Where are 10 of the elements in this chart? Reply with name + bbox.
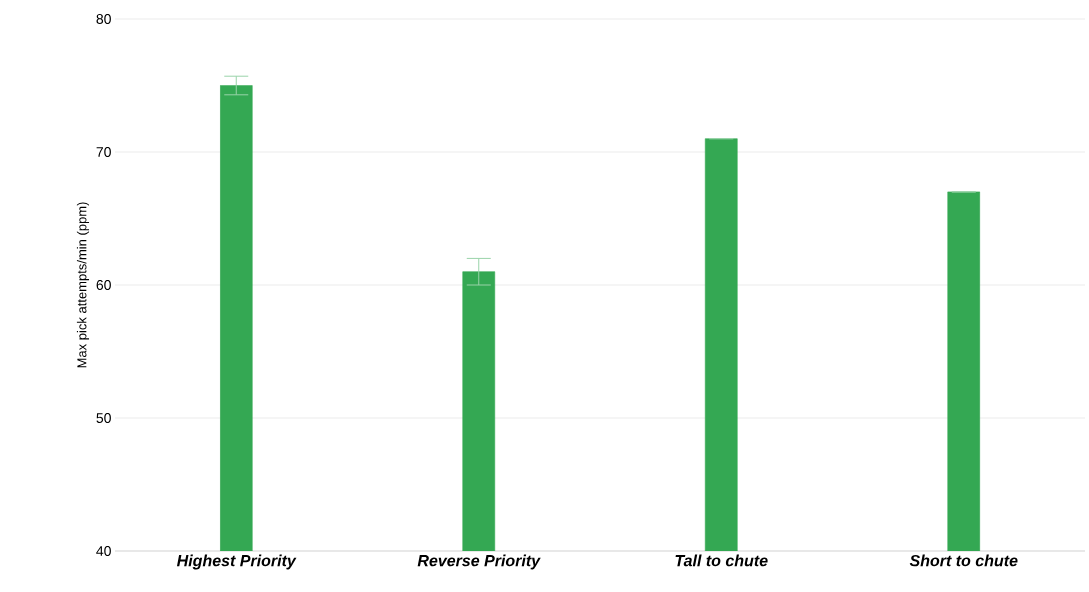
y-tick-label: 40 bbox=[96, 546, 111, 556]
y-tick-label: 80 bbox=[96, 14, 111, 24]
x-tick-label: Reverse Priority bbox=[417, 554, 541, 570]
x-tick-label: Tall to chute bbox=[675, 554, 768, 567]
y-tick-label: 70 bbox=[96, 147, 111, 157]
y-tick-label: 50 bbox=[96, 413, 111, 423]
y-tick-label: 60 bbox=[96, 280, 111, 290]
x-tick-label: Highest Priority bbox=[176, 554, 297, 570]
x-tick-label: Short to chute bbox=[909, 554, 1018, 567]
y-axis-title: Max pick attempts/min (ppm) bbox=[76, 202, 90, 368]
